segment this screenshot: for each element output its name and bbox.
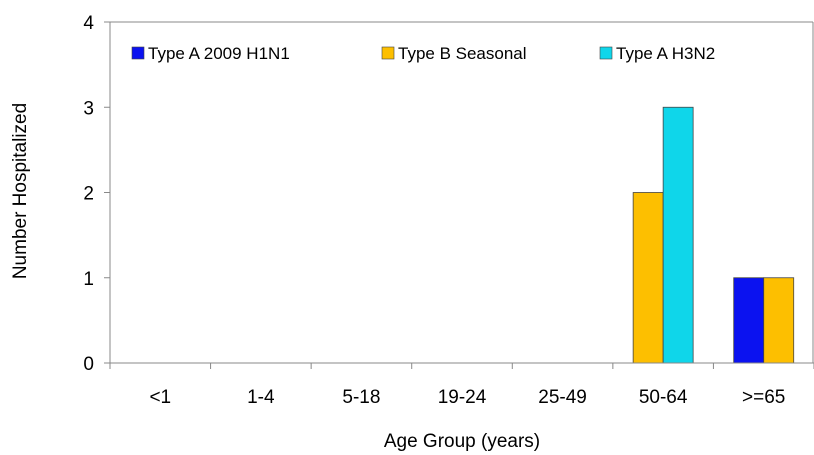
y-tick-label: 0 (83, 354, 94, 375)
x-tick-label: 25-49 (538, 387, 587, 408)
x-tick-label: 1-4 (247, 387, 275, 408)
x-tick-label: >=65 (742, 387, 785, 408)
legend-label: Type A H3N2 (616, 44, 715, 63)
y-tick-label: 4 (83, 13, 94, 34)
legend-swatch (131, 46, 145, 60)
bar (733, 277, 765, 364)
x-tick-label: <1 (149, 387, 171, 408)
legend-label: Type A 2009 H1N1 (148, 44, 290, 63)
bar (632, 192, 664, 364)
bar (763, 277, 795, 364)
axes-layer: 0 1 2 3 4 <1 1-4 5-18 19-24 25-49 50-64 >=65 (83, 13, 814, 408)
bars-layer (632, 106, 795, 364)
y-tick-label: 1 (83, 269, 94, 290)
y-axis-title: Number Hospitalized (10, 103, 31, 279)
legend-label: Type B Seasonal (398, 44, 527, 63)
bar (662, 106, 694, 364)
y-tick-label: 2 (83, 184, 94, 205)
legend: Type A 2009 H1N1 Type B Seasonal Type A H3… (131, 44, 715, 63)
legend-swatch (599, 46, 613, 60)
x-axis-title: Age Group (years) (384, 431, 540, 452)
x-tick-label: 5-18 (342, 387, 380, 408)
legend-swatch (381, 46, 395, 60)
y-tick-label: 3 (83, 98, 94, 119)
x-tick-label: 19-24 (438, 387, 487, 408)
x-tick-label: 50-64 (639, 387, 688, 408)
